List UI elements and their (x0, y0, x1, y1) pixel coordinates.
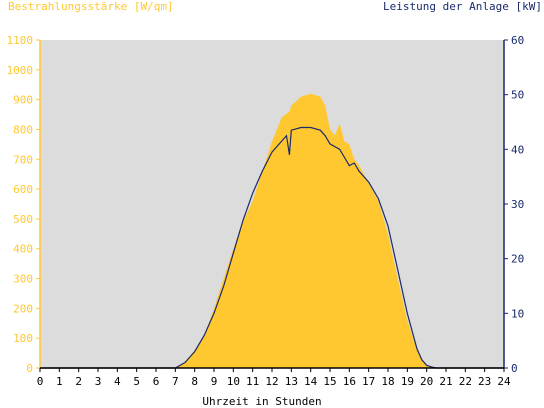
left-tick-label: 200 (13, 302, 33, 315)
x-tick-label: 6 (153, 375, 160, 388)
right-tick-label: 20 (511, 253, 524, 266)
x-tick-label: 7 (172, 375, 179, 388)
x-tick-label: 10 (227, 375, 240, 388)
x-tick-label: 9 (211, 375, 218, 388)
axes-layer: 0100200300400500600700800900100011000102… (7, 34, 525, 388)
left-tick-label: 800 (13, 123, 33, 136)
irradiance-area (40, 93, 504, 368)
x-tick-label: 18 (381, 375, 394, 388)
x-tick-label: 19 (401, 375, 414, 388)
x-tick-label: 21 (439, 375, 452, 388)
x-tick-label: 8 (191, 375, 198, 388)
left-tick-label: 700 (13, 153, 33, 166)
x-tick-label: 5 (133, 375, 140, 388)
left-tick-label: 300 (13, 273, 33, 286)
left-tick-label: 0 (26, 362, 33, 375)
right-tick-label: 10 (511, 307, 524, 320)
x-tick-label: 24 (497, 375, 511, 388)
right-tick-label: 60 (511, 34, 524, 47)
left-tick-label: 1000 (7, 64, 34, 77)
x-tick-label: 3 (95, 375, 102, 388)
left-tick-label: 600 (13, 183, 33, 196)
x-tick-label: 22 (459, 375, 472, 388)
x-tick-label: 11 (246, 375, 259, 388)
x-tick-label: 2 (75, 375, 82, 388)
left-tick-label: 500 (13, 213, 33, 226)
left-tick-label: 400 (13, 243, 33, 256)
x-tick-label: 20 (420, 375, 433, 388)
left-tick-label: 100 (13, 332, 33, 345)
right-tick-label: 40 (511, 143, 524, 156)
x-axis-title: Uhrzeit in Stunden (202, 395, 321, 408)
left-axis-title: Bestrahlungsstärke [W/qm] (8, 0, 174, 13)
x-tick-label: 14 (304, 375, 318, 388)
right-axis-title: Leistung der Anlage [kW] (383, 0, 542, 13)
x-tick-label: 4 (114, 375, 121, 388)
x-tick-label: 0 (37, 375, 44, 388)
right-tick-label: 30 (511, 198, 524, 211)
x-tick-label: 15 (323, 375, 336, 388)
x-tick-label: 17 (362, 375, 375, 388)
power-line (40, 126, 504, 369)
x-tick-label: 1 (56, 375, 63, 388)
right-tick-label: 0 (511, 362, 518, 375)
x-tick-label: 16 (343, 375, 356, 388)
left-tick-label: 900 (13, 94, 33, 107)
x-tick-label: 23 (478, 375, 491, 388)
right-tick-label: 50 (511, 89, 524, 102)
x-tick-label: 13 (285, 375, 298, 388)
series-layer (40, 93, 504, 369)
x-tick-label: 12 (265, 375, 278, 388)
left-tick-label: 1100 (7, 34, 34, 47)
